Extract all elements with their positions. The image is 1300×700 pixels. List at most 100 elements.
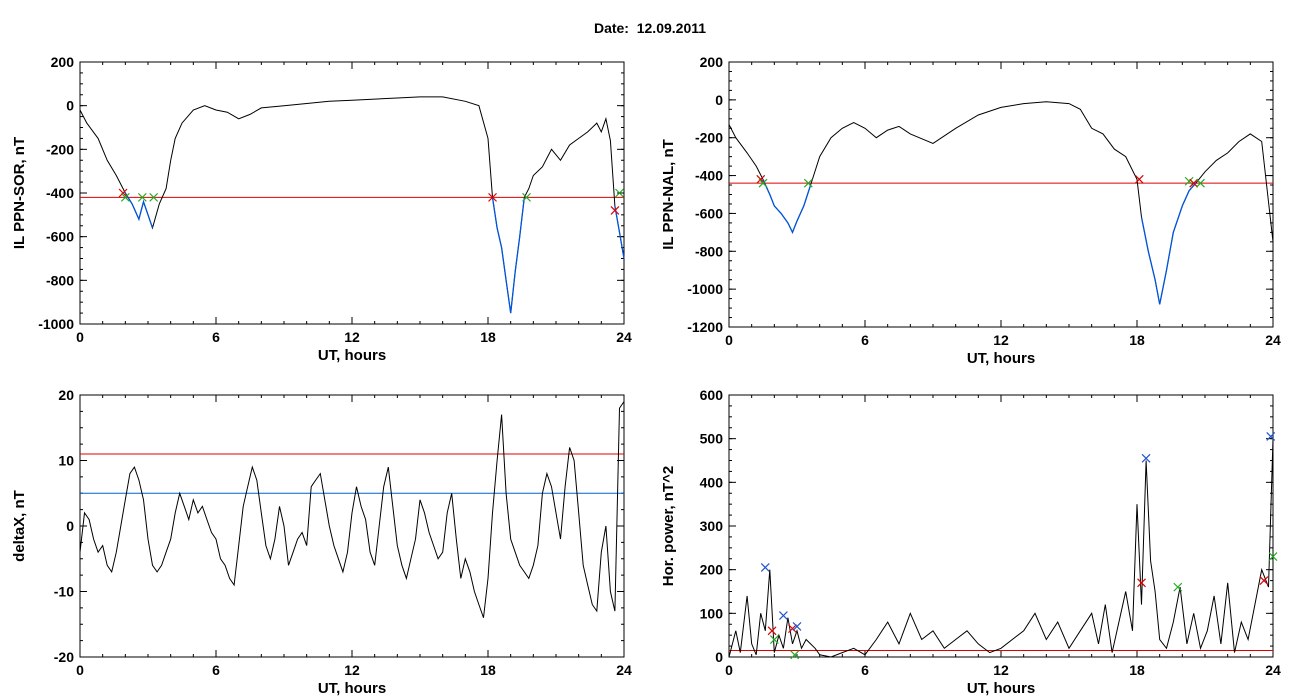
y-tick-label: -200: [695, 130, 723, 146]
cross-marker: [615, 188, 624, 198]
y-tick-label: 100: [700, 605, 724, 621]
y-tick-label: 600: [700, 387, 724, 403]
y-tick-label: 200: [700, 562, 724, 578]
y-tick-label: -400: [695, 168, 723, 184]
y-axis-label: IL PPN-SOR, nT: [11, 137, 28, 249]
y-tick-label: -600: [46, 229, 74, 245]
cross-marker: [610, 206, 620, 215]
x-tick-label: 18: [480, 329, 496, 345]
cross-marker: [137, 192, 147, 202]
x-tick-label: 6: [212, 329, 220, 345]
plot-frame: [728, 394, 1274, 658]
y-tick-label: 20: [58, 387, 74, 403]
y-tick-label: 0: [66, 98, 74, 114]
cross-marker: [803, 178, 813, 188]
cross-marker: [778, 611, 788, 620]
series-line: [728, 438, 1274, 658]
x-axis-label: UT, hours: [967, 350, 1035, 367]
x-tick-label: 6: [861, 332, 869, 348]
y-tick-label: 500: [700, 431, 724, 447]
x-tick-label: 24: [1265, 332, 1281, 348]
plot-frame: [79, 61, 625, 325]
cross-marker: [1196, 178, 1205, 188]
y-tick-label: 0: [715, 92, 723, 108]
panel-hor-power: 0 6 12 18 24 600 500 400 300 200 100 0 UT, hours Hor.…: [660, 387, 1281, 697]
series-line: [79, 96, 625, 314]
y-tick-label: -800: [695, 243, 723, 259]
cross-marker: [118, 188, 128, 198]
cross-marker: [758, 178, 768, 188]
x-tick-label: 24: [616, 662, 632, 678]
x-tick-label: 18: [480, 662, 496, 678]
highlight-segment: [614, 205, 625, 259]
y-axis-label: Hor. power, nT^2: [660, 466, 677, 586]
x-tick-label: 0: [725, 662, 733, 678]
y-tick-label: -1000: [687, 281, 723, 297]
cross-marker: [788, 624, 797, 634]
cross-marker: [760, 563, 770, 572]
x-tick-label: 24: [1265, 662, 1281, 678]
cross-marker: [1184, 176, 1194, 186]
cross-marker: [149, 192, 159, 202]
x-axis-label: UT, hours: [967, 680, 1035, 697]
cross-marker: [1134, 174, 1144, 184]
y-tick-label: -800: [46, 272, 74, 288]
x-tick-label: 12: [993, 332, 1009, 348]
y-tick-label: -1200: [687, 319, 723, 335]
y-tick-label: 200: [51, 54, 75, 70]
y-axis-label: deltaX, nT: [11, 490, 28, 562]
x-tick-label: 0: [76, 329, 84, 345]
x-tick-label: 12: [993, 662, 1009, 678]
y-tick-label: -20: [54, 649, 74, 665]
plot-frame: [728, 61, 1274, 328]
x-tick-label: 6: [212, 662, 220, 678]
highlight-segment: [491, 197, 525, 314]
x-tick-label: 0: [725, 332, 733, 348]
y-tick-label: -10: [54, 584, 74, 600]
chart-title: Date: 12.09.2011: [593, 20, 707, 36]
y-axis-label: IL PPN-NAL, nT: [660, 139, 677, 250]
panel-ppn-sor: 0 6 12 18 24 200 0 -200 -400 -600 -800 -1000 UT, hou…: [11, 54, 632, 364]
x-tick-label: 18: [1129, 332, 1145, 348]
cross-marker: [120, 192, 130, 202]
cross-marker: [769, 635, 779, 644]
y-tick-label: -200: [46, 141, 74, 157]
x-axis-label: UT, hours: [318, 347, 386, 364]
x-tick-label: 18: [1129, 662, 1145, 678]
cross-marker: [767, 626, 777, 636]
panel-deltax: 0 6 12 18 24 20 10 0 -10 -20 UT, hours deltaX, nT: [11, 387, 632, 697]
y-tick-label: -1000: [38, 316, 74, 332]
cross-marker: [1268, 552, 1278, 561]
cross-marker: [790, 650, 800, 660]
y-tick-label: 10: [58, 453, 74, 469]
y-tick-label: -400: [46, 185, 74, 201]
panel-ppn-nal: 0 6 12 18 24 200 0 -200 -400 -600 -800 -1000 -1200 UT…: [660, 54, 1281, 367]
highlight-segment: [762, 179, 812, 235]
y-tick-label: -600: [695, 205, 723, 221]
x-tick-label: 6: [861, 662, 869, 678]
cross-marker: [1266, 432, 1276, 441]
highlight-segment: [124, 192, 154, 229]
y-tick-label: 0: [66, 518, 74, 534]
x-tick-label: 12: [344, 329, 360, 345]
cross-marker: [1259, 576, 1269, 586]
cross-marker: [1189, 178, 1199, 188]
cross-marker: [1137, 578, 1146, 588]
x-tick-label: 12: [344, 662, 360, 678]
x-axis-label: UT, hours: [318, 680, 386, 697]
y-tick-label: 300: [700, 518, 724, 534]
y-tick-label: 0: [715, 649, 723, 665]
series-line: [79, 401, 625, 618]
cross-marker: [792, 622, 802, 631]
cross-marker: [1173, 582, 1183, 592]
y-tick-label: 200: [700, 54, 724, 70]
cross-marker: [1141, 453, 1151, 463]
series-line: [728, 101, 1274, 305]
highlight-segment: [1140, 182, 1197, 305]
y-tick-label: 400: [700, 474, 724, 490]
x-tick-label: 24: [616, 329, 632, 345]
cross-marker: [488, 192, 497, 202]
cross-marker: [522, 192, 531, 202]
x-tick-label: 0: [76, 662, 84, 678]
